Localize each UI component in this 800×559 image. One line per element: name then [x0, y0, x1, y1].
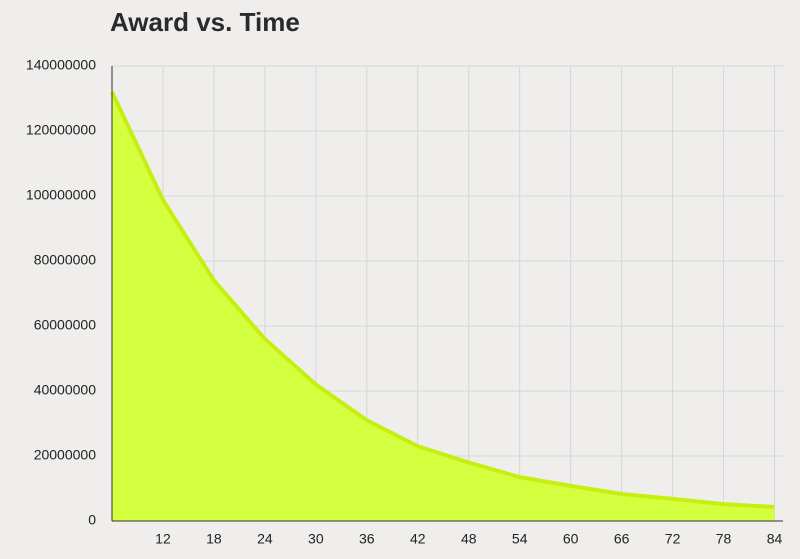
x-tick-label: 42: [410, 531, 426, 547]
x-tick-label: 54: [512, 531, 528, 547]
y-tick-label: 100000000: [26, 187, 96, 203]
y-tick-label: 80000000: [34, 252, 97, 268]
x-tick-label: 12: [155, 531, 171, 547]
y-tick-label: 60000000: [34, 317, 97, 333]
x-tick-label: 66: [614, 531, 630, 547]
x-tick-label: 36: [359, 531, 375, 547]
area: [112, 92, 775, 521]
y-tick-label: 140000000: [26, 57, 96, 73]
x-tick-label: 24: [257, 531, 273, 547]
y-tick-label: 0: [88, 512, 96, 528]
x-tick-label: 72: [665, 531, 681, 547]
x-tick-label: 78: [716, 531, 732, 547]
x-tick-label: 30: [308, 531, 324, 547]
x-tick-label: 84: [767, 531, 783, 547]
x-tick-label: 60: [563, 531, 579, 547]
y-tick-label: 40000000: [34, 382, 97, 398]
x-tick-label: 18: [206, 531, 222, 547]
x-tick-label: 48: [461, 531, 477, 547]
y-tick-label: 120000000: [26, 122, 96, 138]
line: [110, 91, 775, 510]
chart-title: Award vs. Time: [110, 7, 300, 37]
y-tick-label: 20000000: [34, 447, 97, 463]
